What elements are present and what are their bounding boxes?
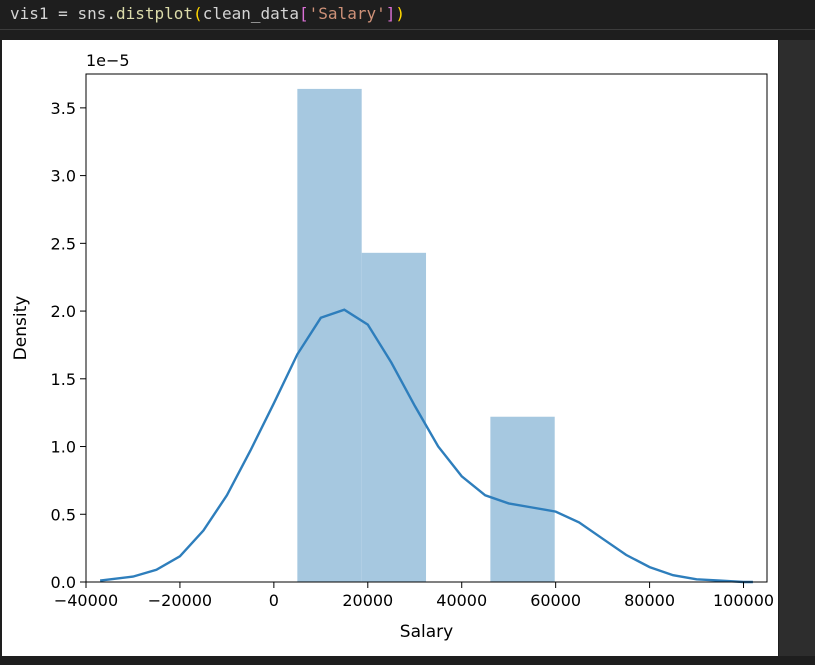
y-tick-label: 3.0 — [51, 167, 76, 186]
code-open-paren: ( — [193, 4, 203, 23]
code-module: sns. — [77, 4, 116, 23]
y-tick-label: 0.0 — [51, 573, 76, 592]
x-tick-label: 80000 — [624, 591, 675, 610]
histogram-bar — [361, 252, 427, 583]
y-axis-ticks: 0.0 0.5 1.0 1.5 2.0 2.5 3.0 3.5 — [51, 99, 86, 592]
y-tick-label: 3.5 — [51, 99, 76, 118]
y-tick-label: 0.5 — [51, 505, 76, 524]
x-axis-ticks: −40000 −20000 0 20000 40000 60000 80000 100000 — [54, 582, 774, 610]
histogram-bar — [490, 416, 555, 582]
histogram-bars — [297, 88, 555, 583]
distplot-chart: −40000 −20000 0 20000 40000 60000 80000 100000 … — [11, 51, 774, 642]
x-tick-label: 0 — [269, 591, 279, 610]
y-axis-label: Density — [11, 296, 31, 361]
x-tick-label: 100000 — [713, 591, 774, 610]
code-assign-op: = — [58, 4, 68, 23]
x-tick-label: 20000 — [342, 591, 393, 610]
code-line[interactable]: vis1 = sns.distplot(clean_data['Salary']… — [10, 4, 405, 24]
code-open-bracket: [ — [299, 4, 309, 23]
axes-frame — [85, 73, 768, 583]
x-tick-label: 40000 — [436, 591, 487, 610]
code-argument: clean_data — [202, 4, 300, 23]
x-axis-label: Salary — [400, 622, 453, 642]
code-string: 'Salary' — [308, 4, 386, 23]
code-close-paren: ) — [395, 4, 405, 23]
code-cell[interactable]: vis1 = sns.distplot(clean_data['Salary']… — [0, 0, 815, 30]
output-scroll-gutter — [779, 40, 815, 656]
code-function: distplot — [115, 4, 194, 23]
x-tick-label: −40000 — [54, 591, 118, 610]
y-offset-label: 1e−5 — [86, 51, 130, 70]
plot-output: −40000 −20000 0 20000 40000 60000 80000 100000 … — [2, 40, 778, 656]
histogram-bar — [297, 88, 362, 582]
x-tick-label: −20000 — [148, 591, 212, 610]
y-tick-label: 1.5 — [51, 370, 76, 389]
y-tick-label: 2.0 — [51, 302, 76, 321]
y-tick-label: 2.5 — [51, 234, 76, 253]
kde-curve — [99, 308, 753, 584]
x-tick-label: 60000 — [530, 591, 581, 610]
code-close-bracket: ] — [385, 4, 396, 23]
code-variable: vis1 — [10, 4, 49, 23]
y-tick-label: 1.0 — [51, 438, 76, 457]
